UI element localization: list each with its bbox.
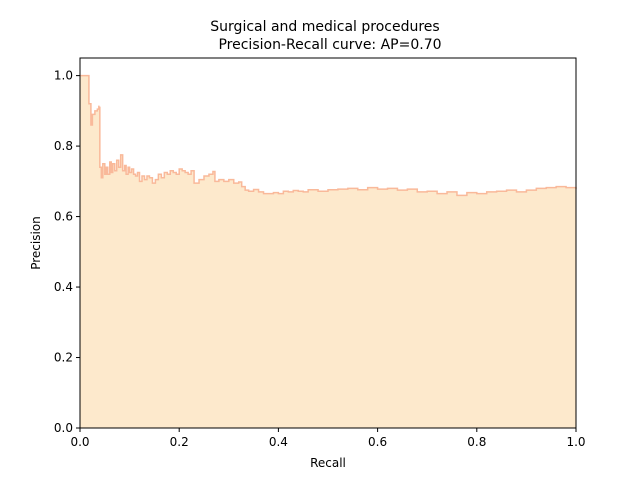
x-tick-label: 0.6 (368, 435, 387, 449)
y-axis-label: Precision (29, 216, 43, 270)
x-tick-label: 0.2 (170, 435, 189, 449)
y-tick-label: 0.8 (54, 139, 73, 153)
axes-frame (79, 57, 577, 429)
chart-title-line-1: Surgical and medical procedures (210, 19, 439, 35)
pr-curve-line (80, 74, 577, 197)
y-tick-label: 0.0 (54, 421, 73, 435)
y-axis: 0.0 0.2 0.4 0.6 0.8 1.0 (54, 69, 80, 435)
x-axis-label: Recall (310, 456, 346, 470)
x-tick-label: 0.0 (70, 435, 89, 449)
x-axis: 0.0 0.2 0.4 0.6 0.8 1.0 (70, 428, 586, 449)
plot-area (80, 74, 577, 428)
x-tick-label: 0.4 (269, 435, 288, 449)
y-tick-label: 0.2 (54, 351, 73, 365)
y-tick-label: 1.0 (54, 69, 73, 83)
y-tick-label: 0.6 (54, 210, 73, 224)
pr-area-fill (80, 75, 576, 428)
x-tick-label: 1.0 (566, 435, 585, 449)
y-tick-label: 0.4 (54, 280, 73, 294)
x-tick-label: 0.8 (467, 435, 486, 449)
chart-title-line-2: Precision-Recall curve: AP=0.70 (218, 37, 441, 53)
